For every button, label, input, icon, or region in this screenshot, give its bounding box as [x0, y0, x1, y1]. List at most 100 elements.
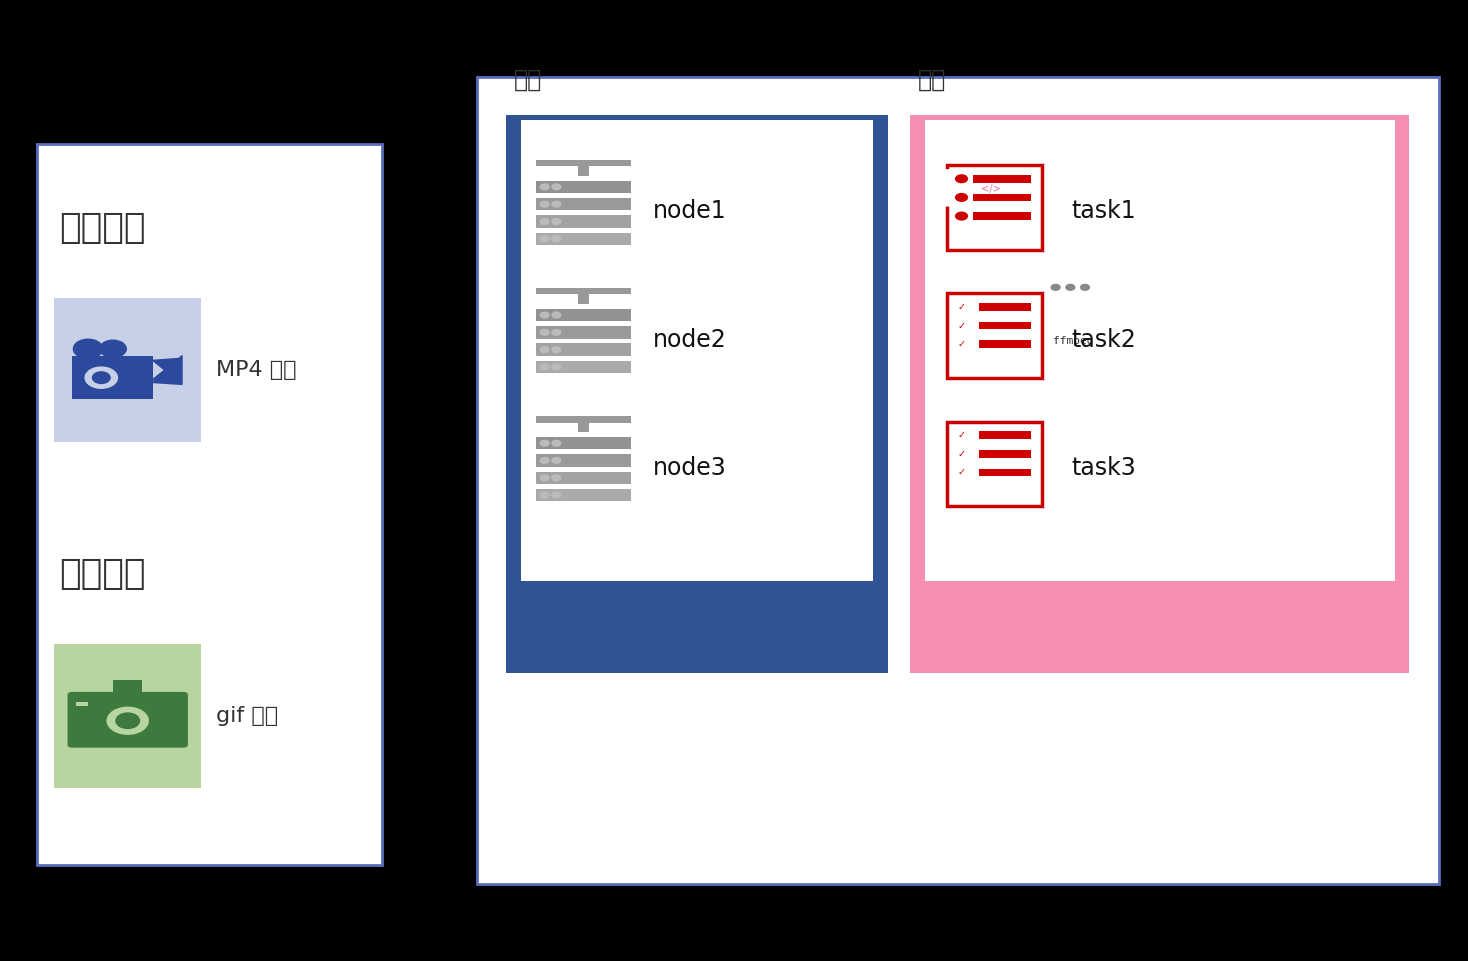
Polygon shape	[153, 356, 182, 384]
Circle shape	[540, 440, 549, 446]
Circle shape	[956, 212, 967, 220]
Polygon shape	[153, 358, 179, 382]
Circle shape	[116, 713, 139, 728]
Circle shape	[107, 707, 148, 734]
Circle shape	[1066, 284, 1075, 290]
Circle shape	[552, 347, 561, 353]
Bar	[536, 416, 631, 423]
Circle shape	[540, 201, 549, 207]
FancyBboxPatch shape	[944, 169, 1038, 207]
Circle shape	[552, 201, 561, 207]
Circle shape	[540, 219, 549, 225]
Text: </>: </>	[981, 185, 1001, 194]
Bar	[536, 326, 631, 338]
Circle shape	[552, 235, 561, 242]
Text: ✓: ✓	[957, 321, 966, 331]
Bar	[524, 182, 656, 185]
Bar	[577, 166, 589, 176]
Text: ✓: ✓	[957, 302, 966, 312]
Circle shape	[552, 185, 561, 190]
Bar	[76, 702, 88, 706]
Bar	[536, 160, 631, 166]
FancyBboxPatch shape	[68, 692, 188, 748]
Bar	[536, 489, 631, 502]
Text: 應用程式: 應用程式	[1044, 135, 1104, 159]
Bar	[536, 181, 631, 193]
Circle shape	[540, 475, 549, 480]
Circle shape	[92, 372, 110, 383]
Bar	[925, 120, 1395, 581]
Polygon shape	[153, 358, 179, 382]
Bar	[536, 343, 631, 356]
Bar	[973, 175, 1031, 183]
Bar	[979, 303, 1031, 310]
Circle shape	[959, 133, 1023, 175]
Bar	[1022, 279, 1124, 375]
Bar	[477, 77, 1439, 884]
Text: ✓: ✓	[957, 449, 966, 458]
Circle shape	[956, 193, 967, 201]
Circle shape	[552, 475, 561, 480]
Circle shape	[552, 440, 561, 446]
Bar	[536, 437, 631, 450]
Circle shape	[540, 364, 549, 370]
Bar	[37, 144, 382, 865]
Bar	[536, 308, 631, 321]
Text: ✓: ✓	[957, 467, 966, 478]
Text: node3: node3	[653, 456, 727, 480]
Circle shape	[552, 364, 561, 370]
Bar	[524, 189, 656, 193]
Bar	[54, 298, 201, 442]
Circle shape	[1051, 284, 1060, 290]
Circle shape	[98, 702, 157, 740]
Bar	[979, 340, 1031, 348]
Circle shape	[540, 457, 549, 463]
Bar	[54, 644, 201, 788]
Bar	[947, 293, 1042, 378]
Text: task3: task3	[1072, 456, 1136, 480]
Bar	[521, 120, 873, 581]
Bar	[979, 322, 1031, 330]
Circle shape	[540, 185, 549, 190]
Circle shape	[75, 360, 128, 395]
Bar	[979, 469, 1031, 477]
Text: MP4 檔案: MP4 檔案	[216, 360, 297, 380]
Bar	[536, 472, 631, 484]
Bar	[536, 198, 631, 210]
Text: 輸入容器: 輸入容器	[59, 211, 145, 245]
Bar	[536, 287, 631, 294]
Circle shape	[956, 175, 967, 183]
Bar	[979, 450, 1031, 457]
Text: ✓: ✓	[957, 339, 966, 349]
Bar	[577, 423, 589, 432]
Bar	[947, 422, 1042, 506]
Text: ✓: ✓	[957, 430, 966, 440]
Bar	[973, 193, 1031, 201]
Bar	[1022, 279, 1124, 296]
Circle shape	[1080, 284, 1089, 290]
Circle shape	[73, 339, 103, 358]
Bar	[524, 174, 656, 178]
Bar	[72, 356, 153, 399]
Circle shape	[540, 492, 549, 498]
Circle shape	[552, 457, 561, 463]
Circle shape	[540, 235, 549, 242]
Circle shape	[85, 367, 117, 388]
Circle shape	[540, 347, 549, 353]
Text: node2: node2	[653, 328, 727, 352]
Bar	[506, 115, 888, 673]
Text: node1: node1	[653, 200, 727, 223]
Circle shape	[552, 492, 561, 498]
Circle shape	[552, 219, 561, 225]
Bar	[536, 455, 631, 467]
Text: gif 檔案: gif 檔案	[216, 706, 277, 726]
Text: task2: task2	[1072, 328, 1136, 352]
Bar	[577, 294, 589, 304]
Text: 作業: 作業	[918, 67, 945, 91]
Bar	[973, 212, 1031, 220]
Bar	[536, 215, 631, 228]
Bar	[113, 680, 142, 695]
Bar	[536, 360, 631, 373]
Text: task1: task1	[1072, 200, 1136, 223]
Circle shape	[552, 330, 561, 335]
